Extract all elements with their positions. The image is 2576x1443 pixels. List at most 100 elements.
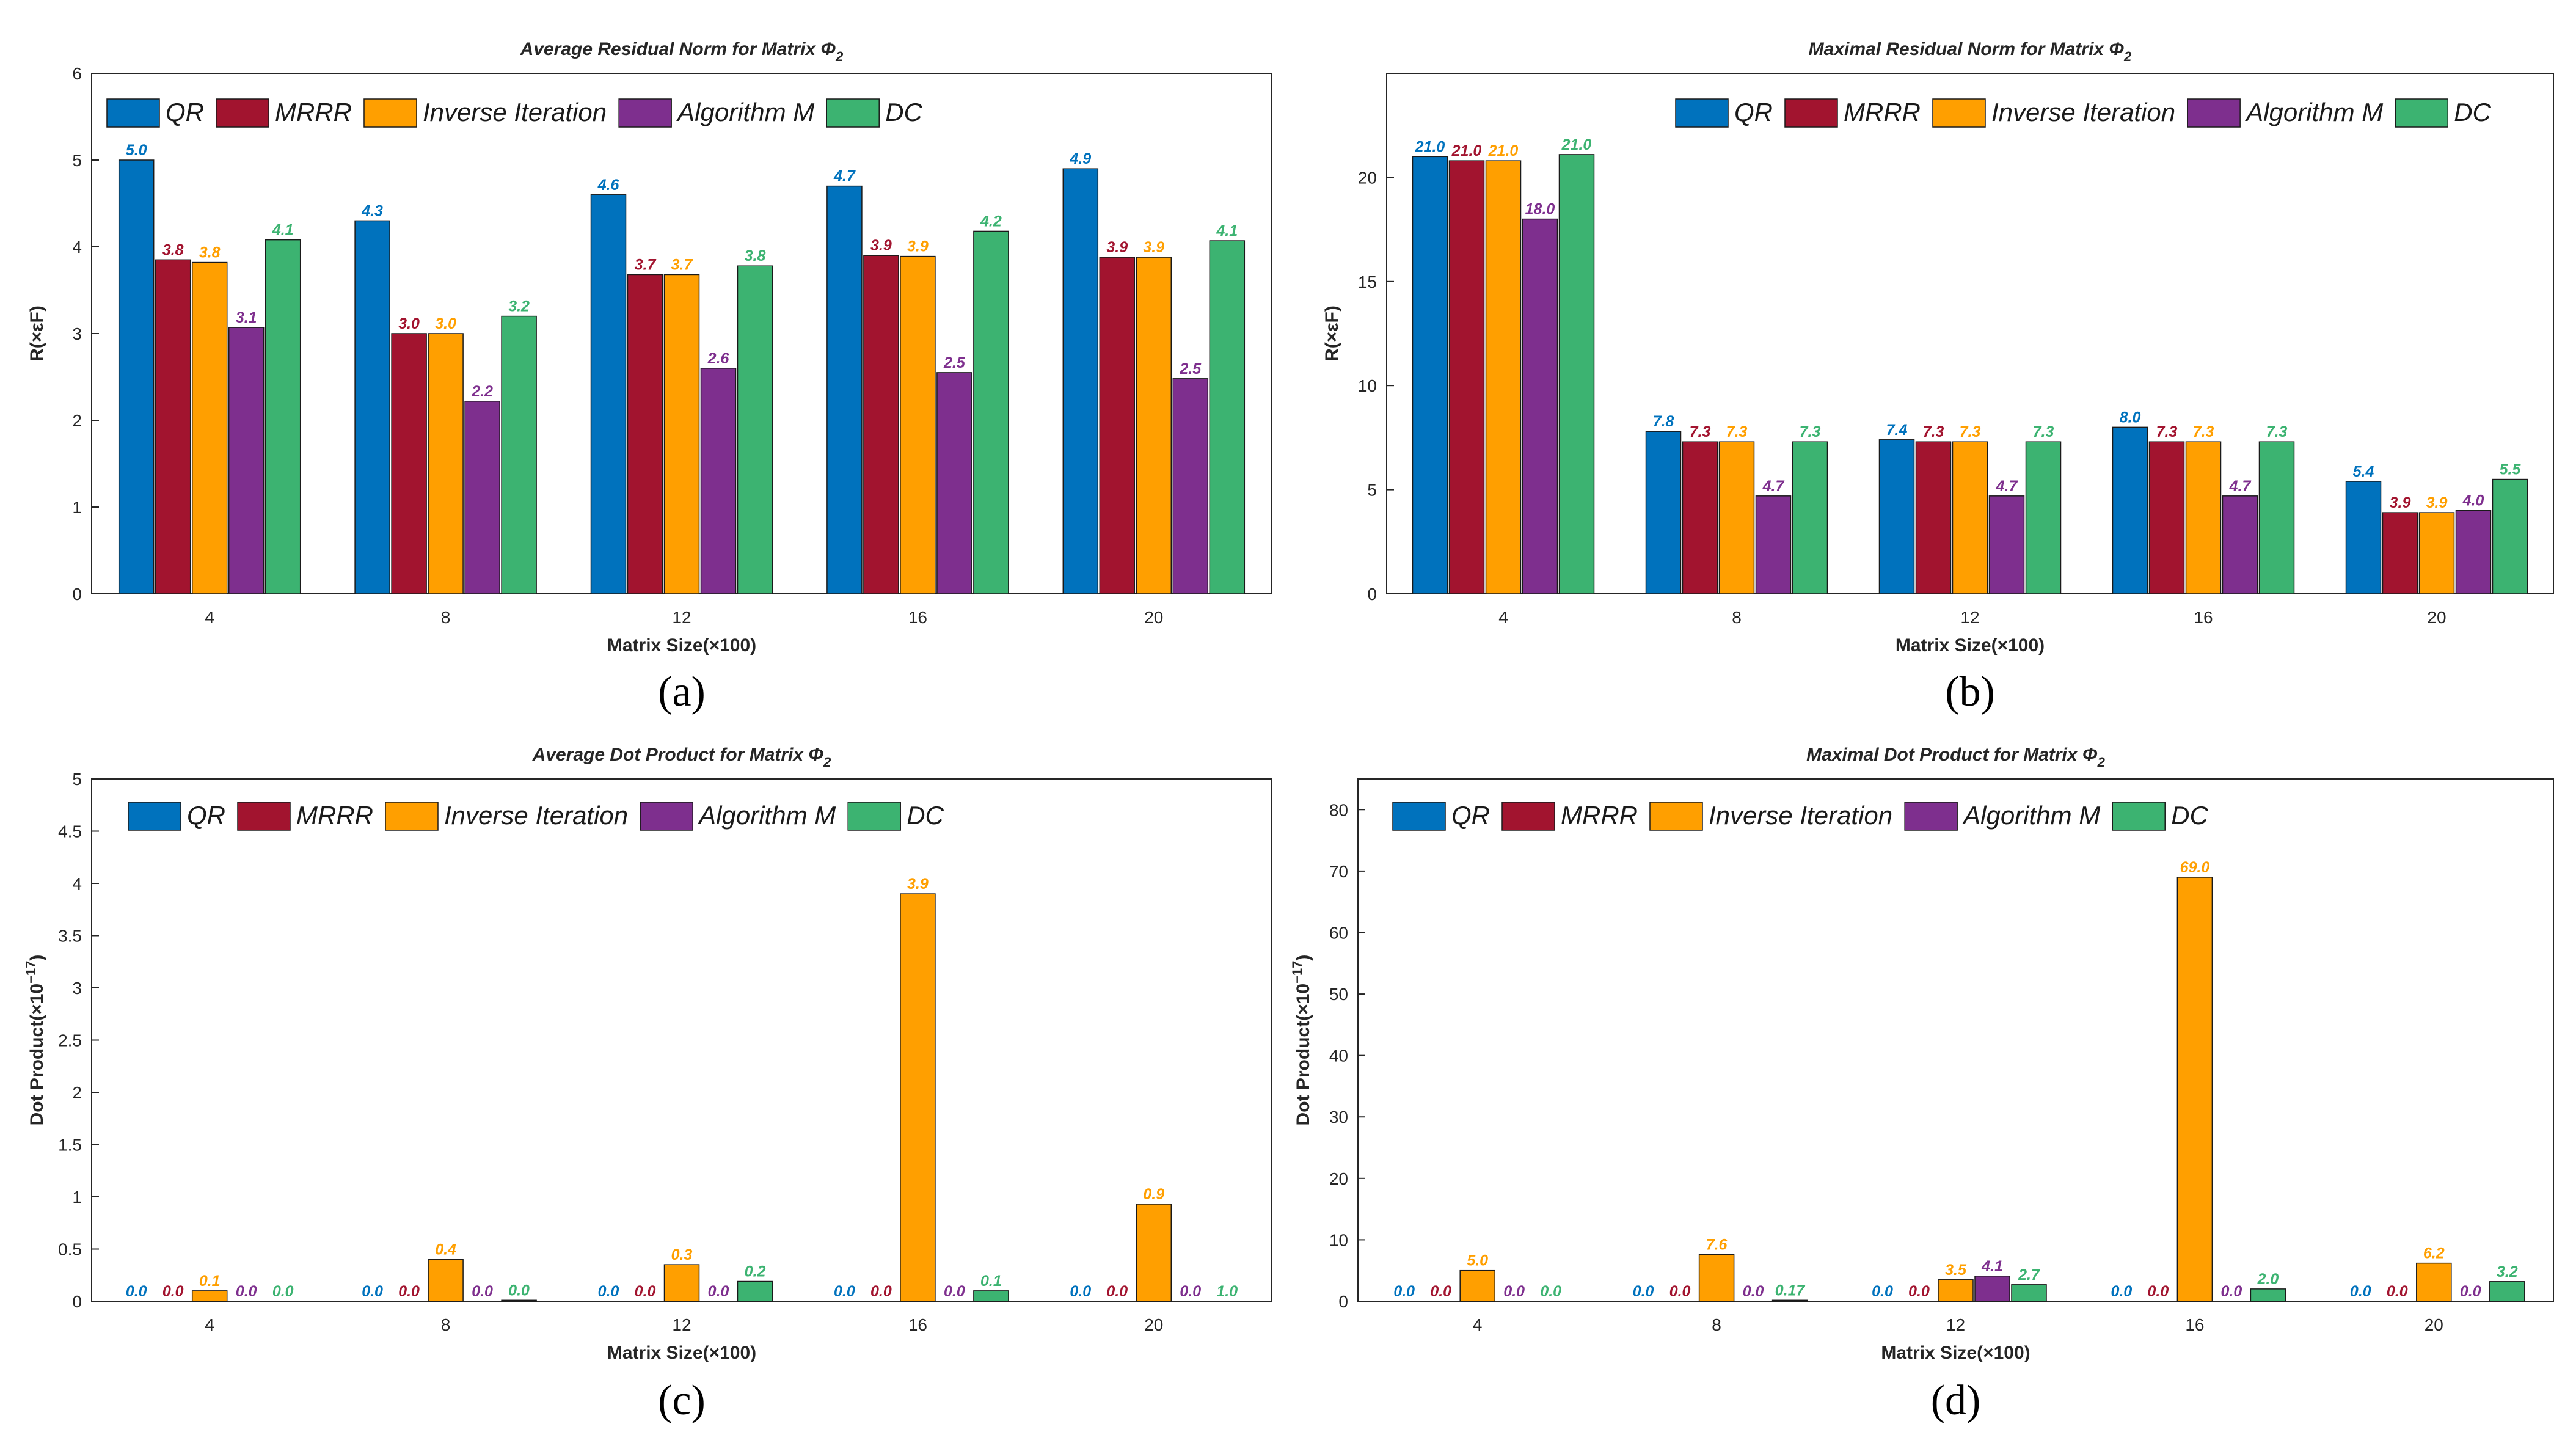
bar <box>2250 1288 2286 1302</box>
chart-title: Maximal Residual Norm for Matrix Φ2 <box>1809 39 2132 64</box>
data-label: 0.0 <box>2148 1283 2169 1300</box>
legend-entry: QR <box>1734 98 1773 126</box>
data-label: 0.3 <box>671 1246 693 1263</box>
legend-swatch <box>237 802 291 831</box>
data-label: 0.0 <box>236 1283 257 1300</box>
bar <box>863 255 899 594</box>
legend-entry: QR <box>1451 801 1490 830</box>
data-label: 69.0 <box>2180 859 2210 876</box>
bar <box>1136 257 1172 594</box>
data-label: 7.3 <box>1800 423 1821 440</box>
bar <box>900 893 936 1302</box>
data-label: 3.9 <box>1143 239 1164 256</box>
legend-entry: Algorithm M <box>697 801 836 830</box>
bar <box>973 1290 1009 1302</box>
chart-title: Average Dot Product for Matrix Φ2 <box>532 745 831 770</box>
bar <box>501 315 537 594</box>
y-axis-label: Dot Product(×10−17) <box>1290 955 1313 1126</box>
y-tick-label: 50 <box>1329 985 1348 1004</box>
y-tick-label: 1 <box>72 1188 82 1207</box>
data-label: 0.0 <box>1669 1283 1691 1300</box>
data-label: 0.4 <box>435 1241 456 1259</box>
data-label: 0.9 <box>1143 1186 1164 1203</box>
chart-title: Average Residual Norm for Matrix Φ2 <box>520 39 844 64</box>
data-label: 0.0 <box>2111 1283 2133 1300</box>
data-label: 7.3 <box>2156 423 2178 440</box>
data-label: 0.0 <box>870 1283 892 1300</box>
x-tick-label: 4 <box>1473 1315 1483 1334</box>
bar <box>428 1259 464 1302</box>
bar <box>2382 512 2418 594</box>
legend-swatch <box>128 802 181 831</box>
chart-panel-c: Average Dot Product for Matrix Φ2 0 0.5 1 1.… <box>23 745 1272 1424</box>
bar <box>1682 441 1718 594</box>
data-label: 0.0 <box>272 1283 294 1300</box>
data-label: 0.0 <box>1180 1283 1201 1300</box>
data-label: 6.2 <box>2423 1245 2445 1262</box>
y-tick-label: 0 <box>1367 585 1377 604</box>
bar <box>1459 1269 1495 1302</box>
bar <box>1988 495 2025 594</box>
bar <box>1522 218 1558 594</box>
bar <box>428 333 464 594</box>
y-tick-label: 1 <box>72 498 82 517</box>
y-tick-label: 4.5 <box>58 822 82 841</box>
panel-label: (a) <box>658 668 706 715</box>
data-label: 3.9 <box>2390 494 2411 511</box>
legend-swatch <box>640 802 693 831</box>
bar <box>118 159 155 594</box>
data-label: 2.7 <box>2018 1266 2040 1284</box>
legend-swatch <box>1904 802 1958 831</box>
data-label: 5.0 <box>126 142 147 159</box>
bar <box>191 261 228 594</box>
data-label: 3.9 <box>907 238 929 255</box>
panel-label: (b) <box>1945 668 1995 715</box>
data-label: 2.0 <box>2257 1271 2279 1288</box>
legend-entry: DC <box>2454 98 2491 126</box>
data-label: 3.9 <box>870 237 892 254</box>
data-label: 4.7 <box>833 168 856 185</box>
data-label: 0.0 <box>635 1283 656 1300</box>
data-label: 3.2 <box>508 298 530 315</box>
plot-area <box>91 778 1272 1302</box>
bar <box>1771 1299 1808 1302</box>
plot-area <box>1357 778 2554 1302</box>
data-label: 4.3 <box>361 202 383 219</box>
y-tick-label: 4 <box>72 238 82 257</box>
bar <box>1136 1204 1172 1302</box>
legend-swatch <box>826 98 880 128</box>
data-label: 0.0 <box>708 1283 729 1300</box>
data-label: 0.0 <box>1908 1283 1930 1300</box>
x-tick-label: 16 <box>2194 608 2213 627</box>
bar <box>1698 1254 1735 1302</box>
data-label: 5.0 <box>1467 1252 1488 1269</box>
x-tick-label: 12 <box>1946 1315 1965 1334</box>
legend-swatch <box>1501 802 1555 831</box>
bar <box>155 259 191 594</box>
legend-entry: MRRR <box>296 801 373 830</box>
chart-panel-a: Average Residual Norm for Matrix Φ201234… <box>27 39 1272 715</box>
data-label: 4.7 <box>2229 478 2252 495</box>
data-label: 0.2 <box>745 1263 766 1280</box>
bar <box>1974 1276 2010 1302</box>
chart-panel-b: Maximal Residual Norm for Matrix Φ2 0 5 10 1… <box>1322 39 2554 715</box>
data-label: 7.3 <box>2033 423 2054 440</box>
data-label: 7.3 <box>2193 423 2214 440</box>
y-tick-label: 2 <box>72 411 82 430</box>
bar <box>700 368 737 594</box>
y-tick-label: 6 <box>72 64 82 83</box>
data-label: 3.0 <box>398 315 420 332</box>
data-label: 7.8 <box>1653 413 1674 430</box>
x-tick-label: 16 <box>908 608 927 627</box>
bar <box>1915 441 1952 594</box>
y-tick-label: 0 <box>1338 1292 1348 1311</box>
bar <box>1099 257 1136 594</box>
data-label: 0.0 <box>126 1283 147 1300</box>
y-tick-label: 80 <box>1329 800 1348 819</box>
x-tick-label: 12 <box>1960 608 1979 627</box>
data-label: 2.5 <box>1179 360 1202 378</box>
data-label: 21.0 <box>1561 136 1592 153</box>
data-label: 0.0 <box>944 1283 965 1300</box>
data-label: 0.0 <box>1393 1283 1415 1300</box>
bar <box>2258 441 2295 594</box>
